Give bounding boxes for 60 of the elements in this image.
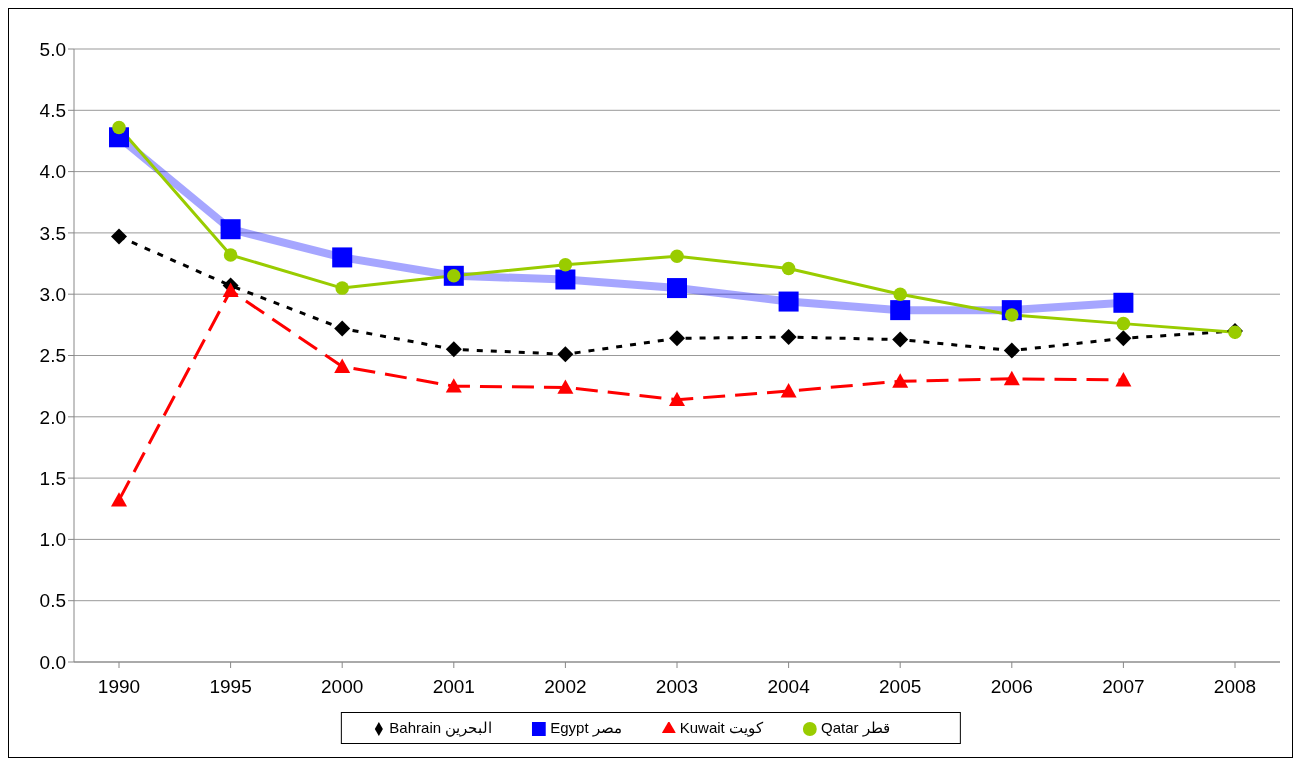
y-tick-label: 1.5 <box>39 467 66 489</box>
x-tick-label: 2008 <box>1213 676 1257 698</box>
y-tick-label: 4.0 <box>39 161 66 183</box>
point <box>1003 370 1020 386</box>
x-tick-label: 1995 <box>209 676 252 698</box>
y-tick-label: 3.5 <box>39 222 66 244</box>
y-tick-label: 5.0 <box>39 38 66 60</box>
legend-label: Kuwait كويت <box>679 719 763 736</box>
point <box>111 228 127 245</box>
x-tick-label: 2000 <box>321 676 364 698</box>
point <box>111 492 127 507</box>
legend-label: Qatar قطر <box>820 719 890 736</box>
x-tick-label: 2002 <box>544 676 587 698</box>
point <box>223 248 238 262</box>
y-tick-label: 0.0 <box>39 651 66 673</box>
point <box>445 341 462 358</box>
point <box>334 358 351 373</box>
point <box>332 247 353 268</box>
point <box>112 120 126 135</box>
point <box>778 291 799 312</box>
point <box>893 287 907 301</box>
point <box>1115 330 1132 347</box>
point <box>557 379 574 394</box>
x-tick-label: 2001 <box>432 676 475 698</box>
point <box>555 269 576 290</box>
point <box>334 320 351 337</box>
point <box>445 378 462 393</box>
y-tick-label: 3.0 <box>39 283 66 305</box>
x-tick-label: 2006 <box>990 676 1033 698</box>
point <box>669 330 685 347</box>
point <box>892 373 909 388</box>
point <box>1116 316 1131 331</box>
x-tick-label: 2005 <box>879 676 922 698</box>
point <box>780 383 797 398</box>
point <box>557 346 574 363</box>
point <box>220 219 241 240</box>
point <box>890 300 911 321</box>
x-tick-label: 2003 <box>655 676 699 698</box>
point <box>781 261 796 276</box>
legend-label: Bahrain البحرين <box>389 719 493 736</box>
point <box>892 331 909 348</box>
point <box>335 281 349 295</box>
point <box>1115 372 1132 387</box>
legend-label: Egypt مصر <box>550 719 622 736</box>
point <box>667 278 687 299</box>
point <box>1003 342 1020 359</box>
y-tick-label: 2.0 <box>39 406 66 428</box>
point <box>780 329 797 346</box>
point <box>1113 292 1134 313</box>
y-tick-label: 0.5 <box>39 590 66 612</box>
x-tick-label: 1990 <box>97 676 141 698</box>
x-tick-label: 2004 <box>767 676 811 698</box>
x-tick-label: 2007 <box>1102 676 1145 698</box>
point <box>670 249 684 263</box>
y-tick-label: 2.5 <box>39 345 66 367</box>
point <box>558 257 573 272</box>
y-tick-label: 1.0 <box>39 529 66 551</box>
point <box>669 391 685 407</box>
point <box>222 282 239 297</box>
y-tick-label: 4.5 <box>39 100 66 122</box>
